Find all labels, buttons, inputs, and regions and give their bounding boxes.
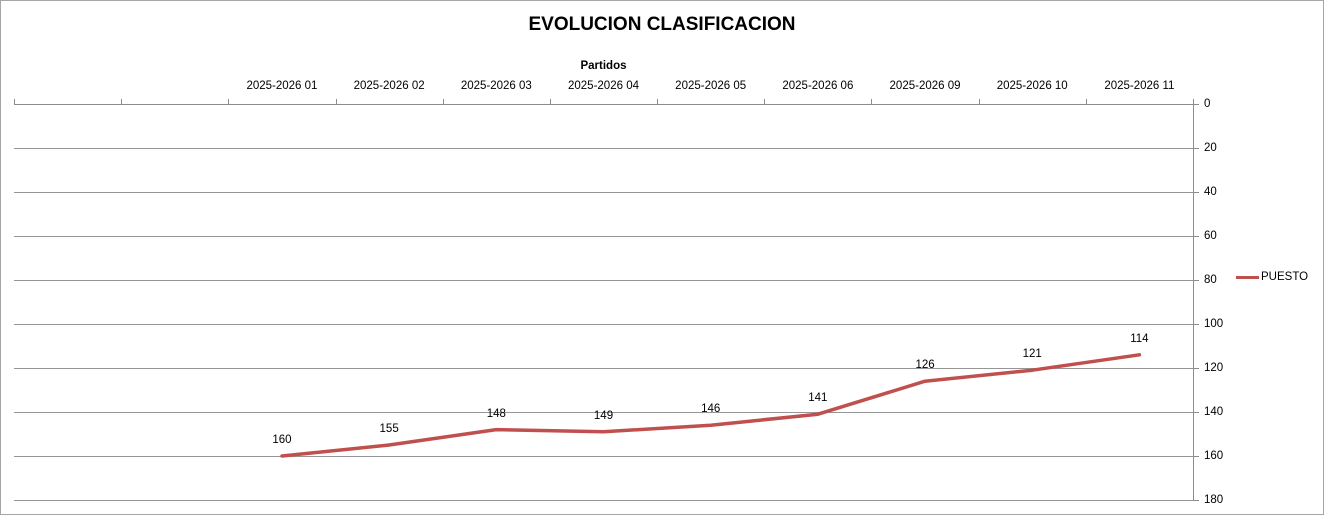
gridline (14, 368, 1193, 369)
y-axis-tick-label: 140 (1204, 406, 1224, 418)
x-axis-category-label: 2025-2026 11 (1104, 80, 1175, 92)
x-axis-category-label: 2025-2026 02 (353, 80, 425, 92)
x-axis-title: Partidos (580, 60, 627, 72)
x-axis-tick (228, 99, 230, 104)
y-axis-tick (1193, 368, 1199, 369)
y-axis-tick (1193, 324, 1199, 325)
y-axis-tick-label: 180 (1204, 494, 1224, 506)
x-axis-tick (657, 99, 659, 104)
data-label: 141 (808, 392, 828, 405)
y-axis-tick (1193, 500, 1199, 501)
y-axis-tick-label: 0 (1204, 98, 1211, 110)
legend-label: PUESTO (1261, 271, 1309, 283)
x-axis-tick (1193, 99, 1194, 104)
y-axis-tick (1193, 192, 1199, 193)
x-axis-line (14, 104, 1193, 105)
y-axis-tick (1193, 148, 1199, 149)
y-axis-tick (1193, 236, 1199, 237)
y-axis-tick-label: 120 (1204, 362, 1224, 374)
y-axis-tick-label: 80 (1204, 274, 1217, 286)
x-axis-tick (764, 99, 766, 104)
y-axis-tick (1193, 412, 1199, 413)
gridline (14, 192, 1193, 193)
data-label: 146 (701, 403, 721, 416)
y-axis-line (1193, 104, 1194, 500)
y-axis-tick-label: 100 (1204, 318, 1224, 330)
gridline (14, 500, 1193, 501)
x-axis-category-label: 2025-2026 04 (568, 80, 639, 92)
legend: PUESTO (1236, 271, 1308, 283)
y-axis-tick-label: 160 (1204, 450, 1224, 462)
x-axis-category-label: 2025-2026 06 (782, 80, 854, 92)
x-axis-tick (14, 99, 15, 104)
gridline (14, 456, 1193, 457)
y-axis-tick-label: 20 (1204, 142, 1217, 154)
gridline (14, 148, 1193, 149)
legend-line-marker-icon (1236, 275, 1259, 279)
x-axis-tick (335, 99, 337, 104)
y-axis-tick-label: 60 (1204, 230, 1217, 242)
data-label: 126 (915, 359, 935, 372)
x-axis-category-label: 2025-2026 03 (460, 80, 532, 92)
y-axis-tick (1193, 280, 1199, 281)
data-label: 114 (1130, 332, 1149, 345)
data-label: 121 (1022, 348, 1042, 361)
y-axis-tick (1193, 456, 1199, 457)
x-axis-tick (549, 99, 551, 104)
data-label: 155 (379, 423, 399, 435)
data-label: 148 (486, 407, 506, 420)
x-axis-category-label: 2025-2026 09 (889, 80, 961, 92)
x-axis-category-label: 2025-2026 05 (675, 80, 747, 92)
y-axis-tick-label: 40 (1204, 186, 1217, 198)
data-label: 149 (593, 409, 614, 422)
x-axis-tick (121, 99, 123, 104)
x-axis-tick (1085, 99, 1087, 104)
gridline (14, 324, 1193, 325)
gridline (14, 236, 1193, 237)
x-axis-tick (871, 99, 873, 104)
x-axis-category-label: 2025-2026 01 (246, 80, 318, 92)
chart-title: EVOLUCION CLASIFICACION (528, 14, 796, 35)
x-axis-tick (978, 99, 980, 104)
gridline (14, 280, 1193, 281)
x-axis-category-label: 2025-2026 10 (996, 80, 1068, 92)
data-label: 160 (272, 434, 292, 446)
y-axis-tick (1193, 104, 1199, 105)
x-axis-tick (442, 99, 444, 104)
